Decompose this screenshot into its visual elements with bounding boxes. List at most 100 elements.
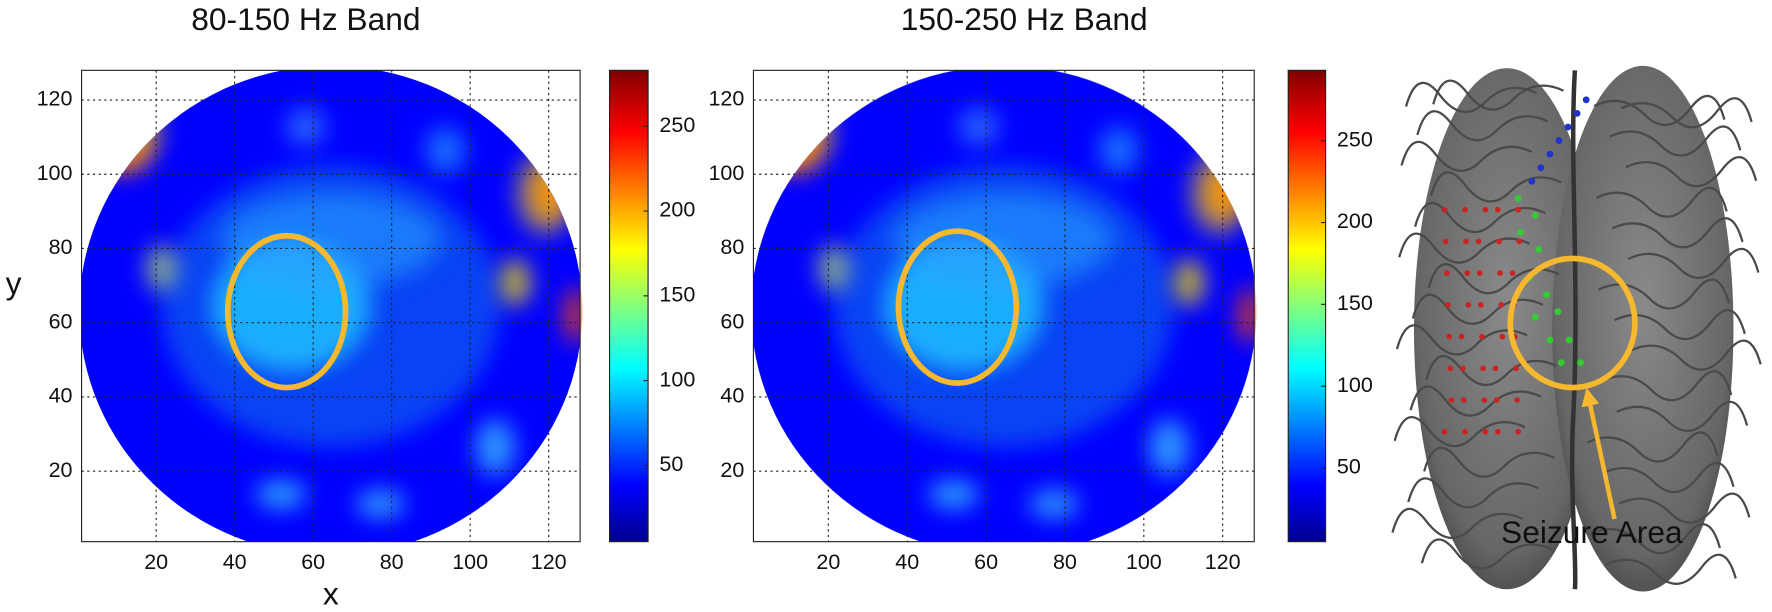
gyrus bbox=[1420, 538, 1553, 570]
electrode bbox=[1564, 123, 1572, 131]
electrode bbox=[1514, 397, 1520, 403]
electrode bbox=[1479, 333, 1485, 340]
gyrus bbox=[1595, 186, 1728, 218]
heatmap-blob bbox=[221, 192, 441, 288]
x-tick-label: 120 bbox=[1205, 550, 1241, 574]
electrode bbox=[1498, 302, 1505, 308]
x-tick-label: 80 bbox=[1053, 550, 1077, 574]
electrode bbox=[1546, 150, 1554, 158]
y-tick-label: 80 bbox=[49, 235, 73, 259]
colorbar-tick-label: 250 bbox=[1337, 127, 1373, 151]
electrode bbox=[1515, 206, 1522, 213]
heatmap-blob bbox=[565, 287, 583, 344]
electrode bbox=[1516, 238, 1523, 245]
x-tick-label: 60 bbox=[974, 550, 998, 574]
electrode bbox=[1515, 428, 1522, 435]
heatmap-blob bbox=[256, 480, 306, 509]
colorbar-tick-label: 150 bbox=[1337, 291, 1373, 315]
heatmap-blob bbox=[1149, 419, 1190, 476]
fissure bbox=[1569, 70, 1578, 590]
heatmap-blob bbox=[928, 480, 979, 509]
electrode bbox=[1494, 428, 1501, 435]
electrode bbox=[1477, 302, 1484, 308]
electrode bbox=[1517, 228, 1524, 236]
colorbar-tick-label: 150 bbox=[659, 283, 695, 307]
heatmap-blob bbox=[1239, 287, 1257, 344]
heatmap-blob bbox=[355, 489, 406, 519]
gyrus bbox=[1589, 523, 1721, 555]
electrode bbox=[1459, 365, 1466, 372]
left-hemisphere bbox=[1413, 68, 1600, 590]
gyrus bbox=[1400, 140, 1533, 172]
colorbar bbox=[1287, 69, 1327, 543]
y-tick-label: 120 bbox=[708, 87, 744, 111]
electrode bbox=[1446, 333, 1452, 340]
electrode bbox=[1475, 238, 1482, 245]
x-tick-label: 120 bbox=[531, 550, 567, 574]
heatmap-blob bbox=[893, 192, 1115, 288]
gyrus bbox=[1629, 339, 1762, 371]
x-tick-label: 20 bbox=[816, 550, 840, 574]
heatmap-blob bbox=[1189, 150, 1250, 236]
x-tick-label: 40 bbox=[895, 550, 919, 574]
y-tick-label: 60 bbox=[720, 309, 744, 333]
electrode bbox=[1443, 270, 1450, 276]
gyrus bbox=[1391, 507, 1524, 539]
x-tick-label: 100 bbox=[1126, 550, 1162, 574]
heatmap-blob bbox=[425, 126, 466, 175]
electrode bbox=[1546, 336, 1554, 344]
gyrus bbox=[1609, 125, 1742, 157]
highlight-ellipse bbox=[224, 232, 349, 391]
colorbar-tick-label: 50 bbox=[1337, 455, 1361, 479]
electrode bbox=[1464, 270, 1471, 276]
seizure-ellipse bbox=[1507, 255, 1638, 391]
electrode bbox=[1493, 397, 1500, 403]
gyrus bbox=[1618, 492, 1751, 524]
heatmap bbox=[81, 70, 583, 542]
heatmap-blob bbox=[1028, 489, 1079, 519]
colorbar bbox=[608, 69, 649, 543]
x-tick-label: 80 bbox=[380, 550, 404, 574]
x-axis-label: x bbox=[323, 575, 339, 611]
colorbar-tick-label: 200 bbox=[659, 198, 695, 222]
heatmap-blob bbox=[91, 93, 162, 170]
gyrus bbox=[1602, 461, 1735, 493]
y-axis-label: y bbox=[6, 265, 22, 301]
gyrus bbox=[1604, 553, 1737, 585]
gyrus bbox=[1395, 324, 1528, 356]
gyrus bbox=[1416, 110, 1549, 142]
electrode bbox=[1535, 245, 1543, 253]
gyrus bbox=[1620, 97, 1753, 129]
colorbar-tick-label: 100 bbox=[659, 367, 695, 391]
gyrus bbox=[1625, 156, 1758, 188]
highlight-ellipse bbox=[895, 228, 1020, 386]
gyrus bbox=[1427, 263, 1560, 295]
arrow bbox=[1581, 387, 1617, 520]
electrode bbox=[1554, 308, 1562, 316]
electrode bbox=[1528, 177, 1536, 185]
gyrus bbox=[1586, 431, 1719, 463]
gyrus bbox=[1393, 416, 1526, 448]
gyrus bbox=[1611, 217, 1744, 249]
colorbar-tick-label: 50 bbox=[659, 452, 683, 476]
electrode bbox=[1476, 270, 1483, 276]
gyrus bbox=[1432, 79, 1565, 111]
gyrus bbox=[1616, 400, 1749, 432]
gyrus bbox=[1614, 308, 1746, 341]
gyrus bbox=[1627, 247, 1760, 279]
heatmap-blob bbox=[515, 150, 576, 236]
electrode bbox=[1509, 270, 1516, 276]
heatmap-blob bbox=[1174, 258, 1205, 306]
y-tick-label: 80 bbox=[720, 235, 744, 259]
electrode bbox=[1499, 333, 1506, 340]
electrode bbox=[1482, 428, 1489, 435]
electrode bbox=[1441, 428, 1448, 435]
electrode bbox=[1497, 270, 1503, 276]
electrode bbox=[1555, 137, 1563, 144]
y-tick-label: 120 bbox=[37, 87, 73, 111]
x-tick-label: 20 bbox=[144, 550, 168, 574]
y-tick-label: 60 bbox=[49, 309, 73, 333]
electrode bbox=[1514, 194, 1522, 202]
